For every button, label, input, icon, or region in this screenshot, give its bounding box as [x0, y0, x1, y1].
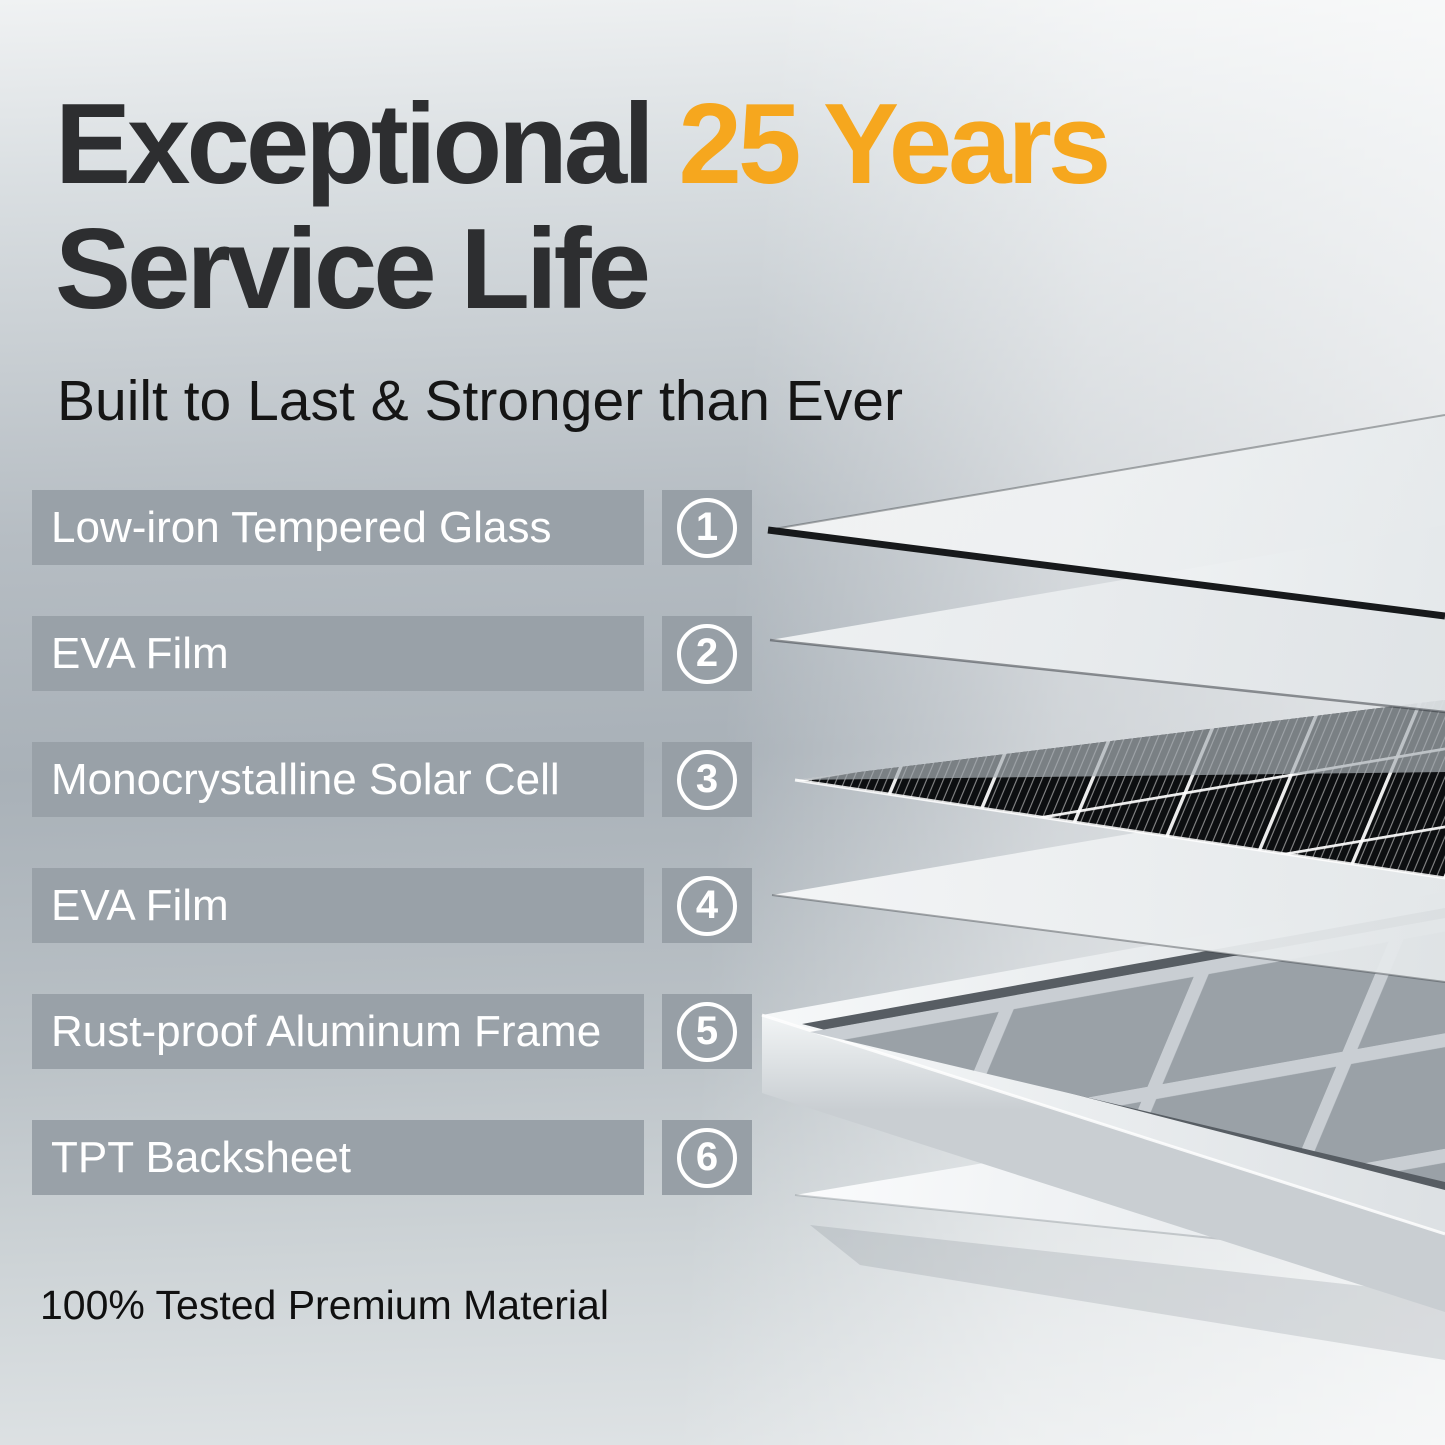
layer-row: EVA Film 4	[32, 868, 752, 943]
aluminum-frame-side-face	[762, 1015, 1445, 1312]
panel-shadow	[810, 1225, 1445, 1360]
layer-label-bar: Monocrystalline Solar Cell	[32, 742, 644, 817]
layer-label-bar: EVA Film	[32, 616, 644, 691]
title-line1: Exceptional 25 Years	[55, 81, 1112, 208]
footnote: 100% Tested Premium Material	[40, 1282, 609, 1328]
layer-label-bar: TPT Backsheet	[32, 1120, 644, 1195]
layer-label-bar: Rust-proof Aluminum Frame	[32, 994, 644, 1069]
layer-number-badge: 3	[662, 742, 752, 817]
solar-cells-far-reflection	[795, 700, 1445, 780]
layer-label: Low-iron Tempered Glass	[51, 502, 552, 552]
layer-label: TPT Backsheet	[51, 1132, 351, 1182]
title-line2: Service Life	[55, 206, 651, 334]
page-subtitle: Built to Last & Stronger than Ever	[57, 369, 903, 433]
layer-row: Low-iron Tempered Glass 1	[32, 490, 752, 565]
circled-number-icon: 1	[677, 497, 737, 558]
glass-layer	[768, 415, 1445, 616]
layer-row: Rust-proof Aluminum Frame 5	[32, 994, 752, 1069]
eva-bottom-edge	[771, 894, 1445, 983]
layer-number-badge: 1	[662, 490, 752, 565]
layer-number-badge: 5	[662, 994, 752, 1069]
layer-label: EVA Film	[51, 880, 229, 930]
title-line1-accent: 25 Years	[678, 81, 1112, 208]
circled-number-icon: 5	[677, 1001, 737, 1062]
glass-thickness-edge	[767, 526, 1445, 620]
layer-row: EVA Film 2	[32, 616, 752, 691]
title-line1-dark: Exceptional	[55, 81, 655, 208]
cells-near-edge	[794, 778, 1445, 880]
layer-label-bar: Low-iron Tempered Glass	[32, 490, 644, 565]
eva-top-edge	[769, 638, 1445, 714]
circled-number-icon: 2	[677, 623, 737, 684]
page-title: Exceptional 25 Years Service Life	[55, 81, 1112, 334]
circled-number-icon: 4	[677, 875, 737, 936]
layer-row: TPT Backsheet 6	[32, 1120, 752, 1195]
layer-label-bar: EVA Film	[32, 868, 644, 943]
layer-row: Monocrystalline Solar Cell 3	[32, 742, 752, 817]
layer-number-badge: 6	[662, 1120, 752, 1195]
frame-recess-grid	[810, 918, 1445, 1182]
layer-number-badge: 4	[662, 868, 752, 943]
layer-label: Monocrystalline Solar Cell	[51, 754, 560, 804]
circled-number-icon: 3	[677, 749, 737, 810]
circled-number-icon: 6	[677, 1127, 737, 1188]
layer-label: EVA Film	[51, 628, 229, 678]
glass-far-edge	[767, 414, 1445, 531]
frame-near-edge-highlight	[761, 1013, 1445, 1236]
layer-label: Rust-proof Aluminum Frame	[51, 1006, 602, 1056]
layer-number-badge: 2	[662, 616, 752, 691]
